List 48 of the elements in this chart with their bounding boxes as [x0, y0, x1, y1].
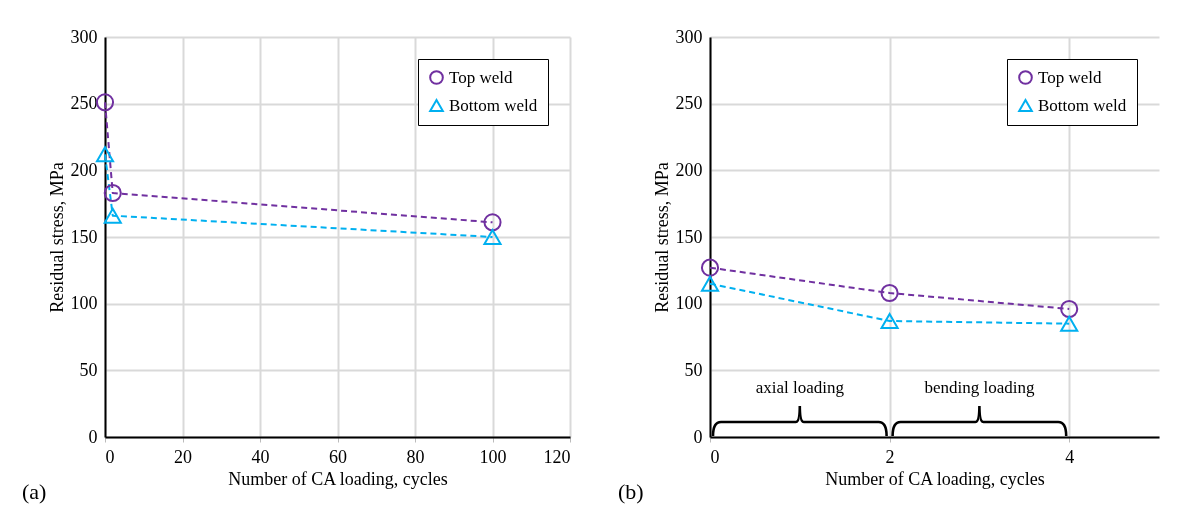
y-tick-label: 0 — [88, 426, 98, 447]
x-tick-label: 0 — [105, 446, 115, 467]
x-tick-label: 40 — [251, 446, 270, 467]
x-tick-label: 60 — [329, 446, 347, 467]
y-tick-label: 250 — [70, 93, 98, 114]
text: (b) — [618, 479, 644, 504]
point — [95, 146, 115, 163]
point — [700, 258, 720, 277]
y-tick-label: 50 — [684, 359, 703, 380]
annotation: bending loading — [924, 378, 1035, 397]
y-tick-label: 250 — [675, 93, 703, 114]
y-tick-label: 100 — [675, 293, 703, 314]
x-tick-label: 80 — [406, 446, 425, 467]
y-tick-label: 150 — [675, 226, 703, 247]
point — [103, 183, 122, 203]
point — [103, 207, 122, 224]
y-tick-label: 50 — [79, 359, 98, 380]
x-tick-label: 20 — [174, 446, 192, 467]
y-tick-label: 0 — [693, 426, 703, 447]
point — [700, 275, 720, 292]
legend-label: Top weld — [449, 67, 513, 87]
point — [1060, 299, 1079, 319]
x-tick-label: 120 — [543, 446, 571, 467]
legend-label: Bottom weld — [1038, 95, 1127, 115]
x-tick-label: 100 — [479, 446, 507, 467]
text: (a) — [22, 479, 47, 504]
legend-label: Bottom weld — [449, 95, 538, 115]
y-axis-title: Residual stress, MPa — [46, 162, 67, 313]
y-tick-label: 300 — [70, 26, 98, 47]
point — [1060, 315, 1079, 332]
y-tick-label: 200 — [675, 159, 703, 180]
annotation: axial loading — [755, 378, 845, 397]
point — [880, 313, 899, 329]
x-tick-label: 0 — [710, 446, 720, 467]
y-tick-label: 300 — [675, 26, 703, 47]
x-tick-label: 4 — [1065, 446, 1075, 467]
y-tick-label: 150 — [70, 226, 98, 247]
y-tick-label: 100 — [70, 293, 98, 314]
point — [95, 93, 115, 112]
y-axis-title: Residual stress, MPa — [651, 162, 672, 313]
x-tick-label: 2 — [885, 446, 895, 467]
x-axis-title: Number of CA loading, cycles — [825, 468, 1045, 489]
x-axis-title: Number of CA loading, cycles — [228, 468, 448, 489]
legend-label: Top weld — [1038, 67, 1102, 87]
y-tick-label: 200 — [70, 159, 98, 180]
point — [483, 229, 502, 245]
point — [880, 283, 899, 303]
point — [483, 213, 502, 232]
